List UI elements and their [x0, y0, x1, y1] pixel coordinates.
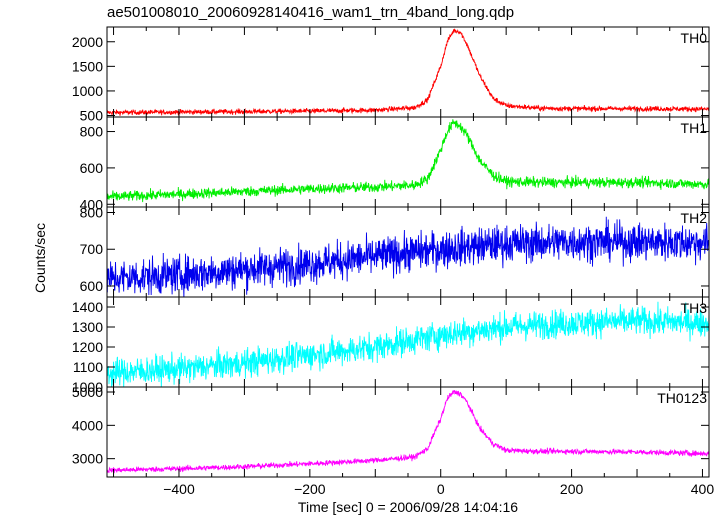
y-tick-label: 700 [80, 241, 104, 257]
y-tick-label: 2000 [72, 34, 103, 50]
y-tick-label: 1400 [72, 299, 103, 315]
panel-label: TH3 [681, 300, 708, 316]
panel-th2: 600 700 800 TH2 [80, 205, 710, 298]
series-line-th0123 [107, 389, 709, 474]
y-tick-label: 1000 [72, 379, 103, 395]
x-tick-label: 200 [560, 481, 584, 497]
y-tick-label: 4000 [72, 417, 103, 433]
chart-title: ae501008010_20060928140416_wam1_trn_4ban… [107, 4, 514, 21]
y-tick-label: 400 [80, 196, 104, 212]
panel-frame [106, 386, 710, 478]
y-tick-label: 3000 [72, 451, 103, 467]
panel-label: TH1 [681, 120, 708, 136]
y-tick-label: 600 [80, 278, 104, 294]
y-tick-label: 1100 [73, 359, 103, 375]
x-axis-label: Time [sec] 0 = 2006/09/28 14:04:16 [298, 499, 518, 515]
y-tick-label: 500 [80, 108, 104, 124]
y-tick-label: 1300 [72, 319, 103, 335]
panels: 500 1000 1500 2000 TH0 400 600 800 TH1 600 700 800 T… [72, 26, 710, 478]
series-line-th3 [107, 301, 709, 387]
y-tick-label: 1200 [72, 339, 103, 355]
y-tick-label: 1500 [72, 58, 103, 74]
x-tick-label: −200 [294, 481, 326, 497]
y-tick-label: 1000 [72, 83, 103, 99]
panel-frame [106, 26, 710, 118]
y-tick-label: 600 [80, 160, 104, 176]
series-line-th2 [107, 216, 709, 297]
x-tick-label: −400 [163, 481, 195, 497]
series-line-th1 [107, 119, 709, 203]
x-tick-labels: −400 −200 0 200 400 [163, 481, 714, 497]
y-tick-label: 5000 [72, 384, 103, 400]
series-line-th0 [107, 28, 709, 116]
panel-th0123: 3000 4000 5000 TH0123 [72, 384, 710, 478]
x-tick-label: 400 [691, 481, 715, 497]
y-tick-label: 800 [80, 124, 104, 140]
panel-label: TH0 [681, 30, 708, 46]
y-axis-label: Counts/sec [32, 223, 48, 293]
y-tick-label: 800 [80, 205, 104, 221]
panel-label: TH2 [681, 210, 708, 226]
x-tick-label: 0 [437, 481, 445, 497]
panel-th0: 500 1000 1500 2000 TH0 [72, 26, 710, 124]
panel-label: TH0123 [657, 390, 707, 406]
panel-th1: 400 600 800 TH1 [80, 116, 710, 212]
panel-th3: 1000 1100 1200 1300 1400 TH3 [72, 296, 710, 395]
